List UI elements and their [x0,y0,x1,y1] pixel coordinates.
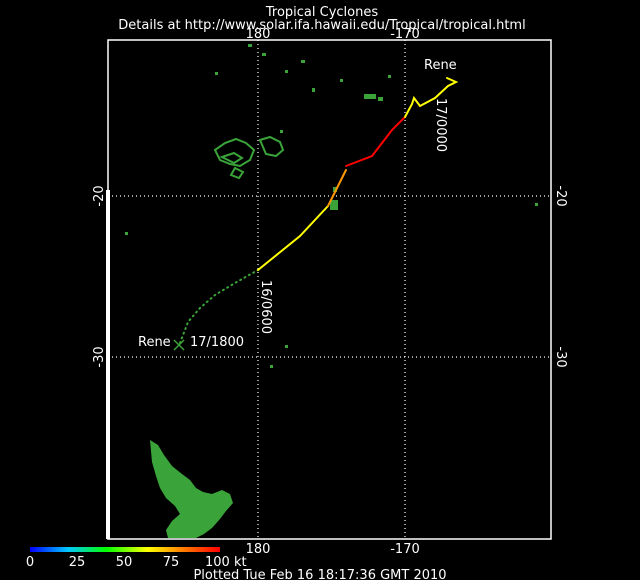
lon-label-top-180: 180 [246,27,271,42]
intensity-colorbar [30,547,220,552]
lon-label-bottom-170w: -170 [390,542,420,557]
map-subtitle: Details at http://www.solar.ifa.hawaii.e… [118,18,525,33]
storm-time-mid: 16/0600 [258,280,273,334]
storm-track [179,77,459,344]
legend-tick-75: 75 [163,555,180,570]
land-fiji [213,135,285,180]
map-frame [107,39,552,540]
storm-name-start: Rene [424,58,457,73]
track-yellow-segment-south [257,205,329,271]
lat-label-right-30s: -30 [553,346,568,367]
lat-label-right-20s: -20 [553,185,568,206]
lon-label-top-170w: -170 [390,27,420,42]
land-small-islands [125,44,538,368]
lat-label-left-20s: -20 [92,185,107,206]
track-red-segment [345,116,406,167]
lat-label-left-30s: -30 [92,346,107,367]
legend-tick-50: 50 [116,555,133,570]
storm-name-end: Rene [138,335,171,350]
plotted-timestamp: Plotted Tue Feb 16 18:17:36 GMT 2010 [193,568,446,580]
legend-tick-25: 25 [69,555,86,570]
grid-lines [108,40,551,539]
legend-tick-100: 100 kt [205,555,247,570]
track-orange-segment [327,169,347,207]
legend-tick-0: 0 [26,555,34,570]
map-title: Tropical Cyclones [265,5,378,20]
track-weak-segment [179,269,259,344]
land-north-island [150,440,233,538]
storm-time-end: 17/1800 [190,335,244,350]
track-yellow-segment-north [404,77,459,118]
lon-label-bottom-180: 180 [246,542,271,557]
storm-end-marker-icon [173,339,185,351]
storm-time-start: 17/0000 [433,98,448,152]
